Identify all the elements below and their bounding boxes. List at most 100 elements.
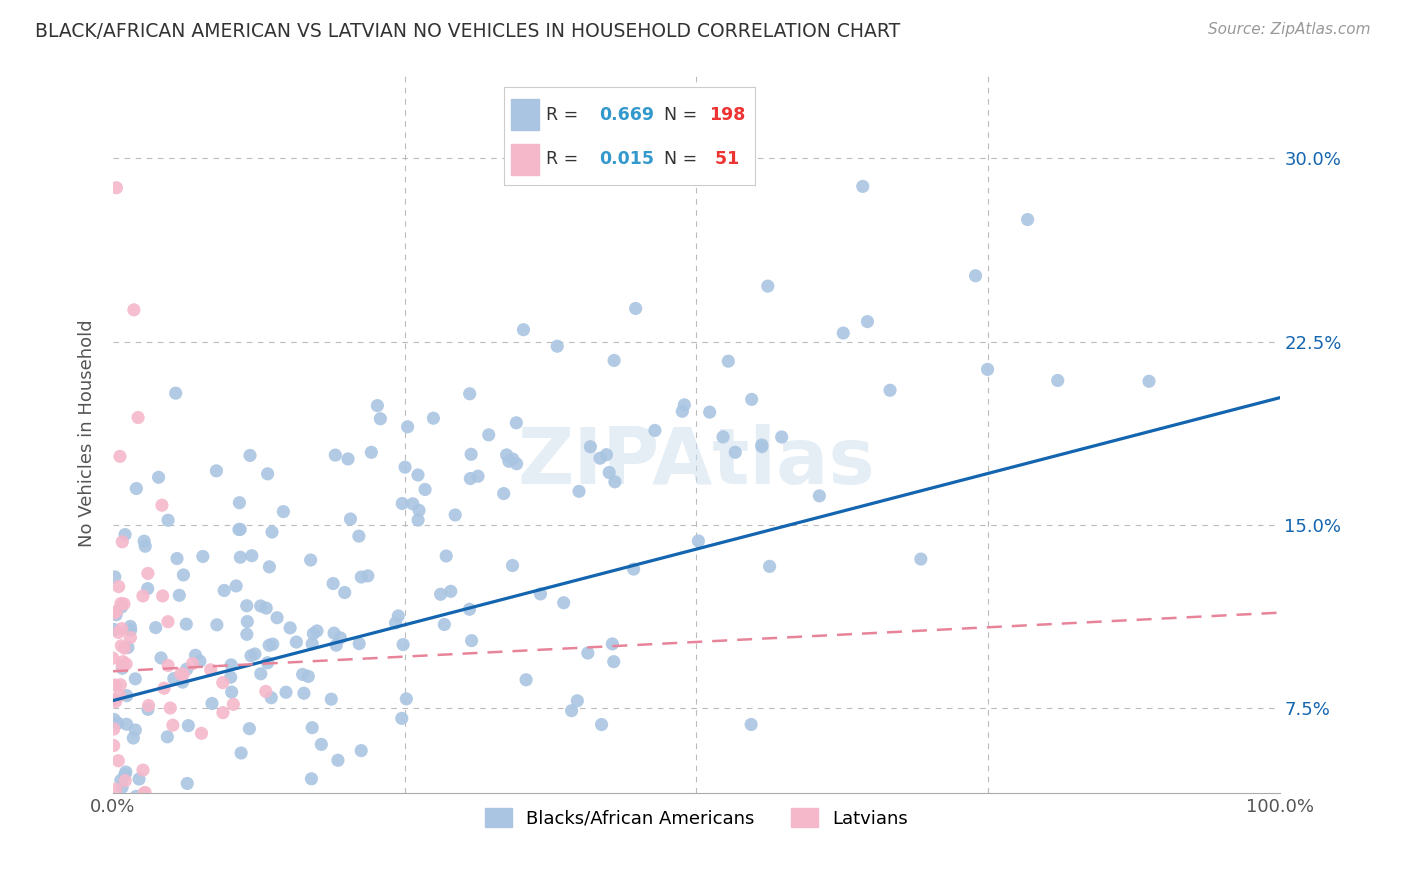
Point (515, 673, 537, 687)
Point (770, 430, 793, 444)
Point (333, 585, 356, 599)
Point (808, 489, 831, 503)
Point (292, 686, 315, 700)
Point (176, 776, 198, 790)
Point (329, 631, 352, 645)
Point (492, 486, 515, 500)
Point (458, 386, 481, 401)
Point (211, 675, 233, 690)
Point (131, 798, 153, 813)
Point (110, 678, 132, 692)
Point (236, 615, 259, 629)
Point (120, 619, 142, 633)
Point (127, 410, 149, 425)
Point (105, 180, 128, 194)
Point (200, 663, 222, 677)
Point (422, 411, 444, 425)
Point (299, 553, 322, 567)
Point (391, 496, 413, 510)
Point (249, 666, 271, 681)
Point (148, 470, 170, 484)
Point (107, 754, 129, 768)
Point (326, 753, 349, 767)
Point (174, 617, 197, 632)
Point (394, 460, 416, 475)
Point (624, 301, 647, 316)
Point (260, 524, 283, 539)
Point (644, 424, 666, 438)
Point (122, 302, 145, 317)
Point (391, 711, 413, 725)
Point (112, 597, 135, 611)
Point (108, 689, 131, 703)
Point (741, 392, 763, 407)
Point (502, 558, 524, 573)
Point (603, 353, 626, 368)
Point (711, 430, 734, 444)
Point (498, 454, 520, 468)
Point (253, 798, 276, 813)
Point (339, 512, 361, 526)
Point (740, 717, 762, 731)
Point (756, 279, 779, 293)
Point (444, 508, 467, 522)
Point (529, 587, 551, 601)
Point (172, 675, 194, 690)
Point (505, 416, 527, 430)
Point (152, 589, 174, 603)
Point (406, 513, 429, 527)
Point (104, 678, 127, 692)
Point (184, 793, 207, 807)
Point (256, 467, 278, 481)
Point (166, 551, 188, 566)
Point (239, 449, 262, 463)
Point (579, 440, 602, 454)
Point (243, 647, 266, 661)
Point (156, 730, 179, 744)
Point (188, 654, 211, 668)
Point (124, 672, 146, 686)
Point (322, 576, 344, 591)
Point (478, 427, 501, 442)
Point (502, 452, 524, 467)
Point (699, 405, 721, 419)
Point (183, 798, 205, 813)
Point (301, 772, 323, 786)
Point (603, 655, 626, 669)
Point (170, 667, 193, 681)
Point (357, 794, 380, 808)
Point (512, 323, 534, 337)
Point (434, 549, 457, 563)
Point (115, 717, 138, 731)
Point (132, 786, 155, 800)
Point (1137, 374, 1160, 388)
Point (184, 648, 207, 663)
Point (190, 726, 212, 740)
Point (108, 450, 131, 464)
Point (1017, 212, 1039, 227)
Point (104, 694, 127, 708)
Point (205, 617, 228, 632)
Point (311, 738, 333, 752)
Point (413, 483, 436, 497)
Point (467, 469, 489, 483)
Point (169, 588, 191, 602)
Point (561, 704, 583, 718)
Point (408, 503, 430, 517)
Point (111, 655, 134, 669)
Point (165, 386, 187, 401)
Point (396, 419, 419, 434)
Point (832, 326, 855, 340)
Point (159, 798, 181, 813)
Point (225, 579, 247, 593)
Point (159, 701, 181, 715)
Point (205, 464, 228, 478)
Point (576, 646, 599, 660)
Point (111, 622, 134, 636)
Point (357, 569, 380, 583)
Point (103, 713, 125, 727)
Y-axis label: No Vehicles in Household: No Vehicles in Household (79, 319, 96, 547)
Point (1046, 374, 1069, 388)
Point (852, 179, 875, 194)
Point (758, 559, 780, 574)
